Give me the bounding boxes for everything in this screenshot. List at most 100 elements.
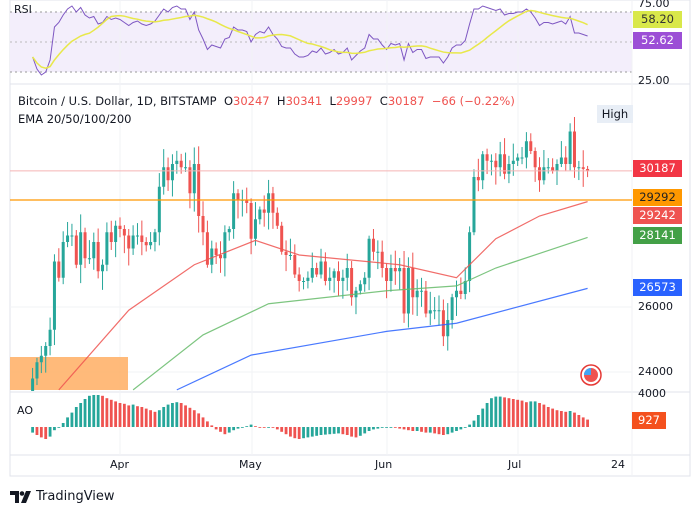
tradingview-logo[interactable]: TradingView <box>10 489 115 504</box>
ao-bar <box>564 411 568 427</box>
ao-bar <box>341 427 345 435</box>
ao-bar <box>542 404 546 427</box>
rsi-value-tag: 52.62 <box>633 32 682 49</box>
candle-body <box>371 238 375 252</box>
candle-body <box>166 167 170 181</box>
ao-bar <box>53 427 56 431</box>
ao-bar <box>450 427 454 433</box>
candle-body <box>393 268 397 272</box>
ao-bar <box>468 424 471 427</box>
ao-bar <box>441 427 445 435</box>
candle-body <box>175 160 179 164</box>
tradingview-logo-icon <box>10 490 31 503</box>
ao-bar <box>367 427 371 431</box>
candle-body <box>472 177 476 233</box>
candle-body <box>489 160 493 162</box>
price-tick-24000: 24000 <box>638 365 673 378</box>
ao-bar <box>136 406 139 427</box>
ao-bar <box>214 427 218 430</box>
candle-body <box>341 277 345 281</box>
high-value: 30341 <box>285 94 323 108</box>
candle-body <box>358 284 362 291</box>
candle-body <box>31 378 35 391</box>
ao-bar <box>149 410 152 427</box>
ao-bar <box>79 403 83 427</box>
ao-bar <box>573 412 576 427</box>
ao-bar <box>337 427 340 434</box>
chart-border <box>9 0 691 477</box>
candle-body <box>516 157 520 161</box>
candle-body <box>524 141 528 158</box>
candle-body <box>415 290 419 298</box>
ao-bar <box>568 411 572 427</box>
ao-bar <box>31 427 34 433</box>
ao-bar <box>254 426 257 427</box>
symbol-title: Bitcoin / U.S. Dollar, 1D, BITSTAMP <box>18 94 217 108</box>
candle-body <box>297 274 301 281</box>
candle-body <box>122 229 126 236</box>
ao-bar <box>122 403 126 427</box>
candle-body <box>267 193 271 213</box>
candle-body <box>118 225 122 229</box>
candle-body <box>424 290 428 314</box>
candle-body <box>131 235 135 249</box>
candle-body <box>367 238 371 278</box>
candle-body <box>520 157 524 159</box>
candle-body <box>481 154 485 181</box>
ao-bar <box>424 427 428 433</box>
ao-bar <box>74 407 78 427</box>
ao-bar <box>114 401 118 427</box>
candle-body <box>420 290 424 292</box>
price-tick-26000: 26000 <box>638 300 673 313</box>
ao-bar <box>275 427 279 430</box>
ao-bar <box>380 427 384 428</box>
ao-bar <box>555 410 559 427</box>
candle-body <box>446 320 450 337</box>
ema-line-ema50 <box>132 236 588 391</box>
ao-bar <box>188 407 192 427</box>
candle-body <box>149 242 153 246</box>
ao-bar <box>559 411 563 427</box>
candle-body <box>127 235 131 249</box>
ao-bar <box>83 399 87 427</box>
ao-bar <box>420 427 423 432</box>
ao-bar <box>507 398 511 427</box>
candle-body <box>153 232 157 242</box>
ao-bar <box>245 426 249 427</box>
candle-body <box>406 268 410 314</box>
ao-bar <box>210 425 214 427</box>
ao-bar <box>402 427 406 430</box>
candle-body <box>559 157 563 164</box>
indicator-legend[interactable]: EMA 20/50/100/200 <box>18 112 132 126</box>
candle-body <box>428 310 432 314</box>
candle-body <box>454 290 458 298</box>
ao-bar <box>525 402 528 427</box>
candle-body <box>105 232 109 265</box>
candle-body <box>66 235 70 242</box>
ao-bar <box>345 427 349 435</box>
ao-bar <box>538 403 541 427</box>
candle-body <box>485 154 489 161</box>
current-price-tag: 30187 <box>633 160 682 177</box>
candle-body <box>87 258 91 260</box>
candle-body <box>135 235 139 237</box>
ao-bar <box>293 427 297 439</box>
candle-body <box>57 261 61 278</box>
rsi-tick-25: 25.00 <box>638 74 670 87</box>
candle-body <box>205 232 209 265</box>
candle-body <box>376 251 380 253</box>
candle-body <box>101 264 105 272</box>
candle-body <box>498 154 502 168</box>
ao-bar <box>201 417 205 427</box>
ao-bar <box>92 395 96 427</box>
ao-bar <box>192 410 196 427</box>
ao-bar <box>39 427 43 438</box>
ema-line-ema100 <box>176 287 588 391</box>
ao-bar <box>280 427 284 432</box>
candle-body <box>441 310 445 337</box>
ao-bar <box>389 427 393 428</box>
candle-body <box>319 261 323 275</box>
ao-bar <box>48 427 52 437</box>
